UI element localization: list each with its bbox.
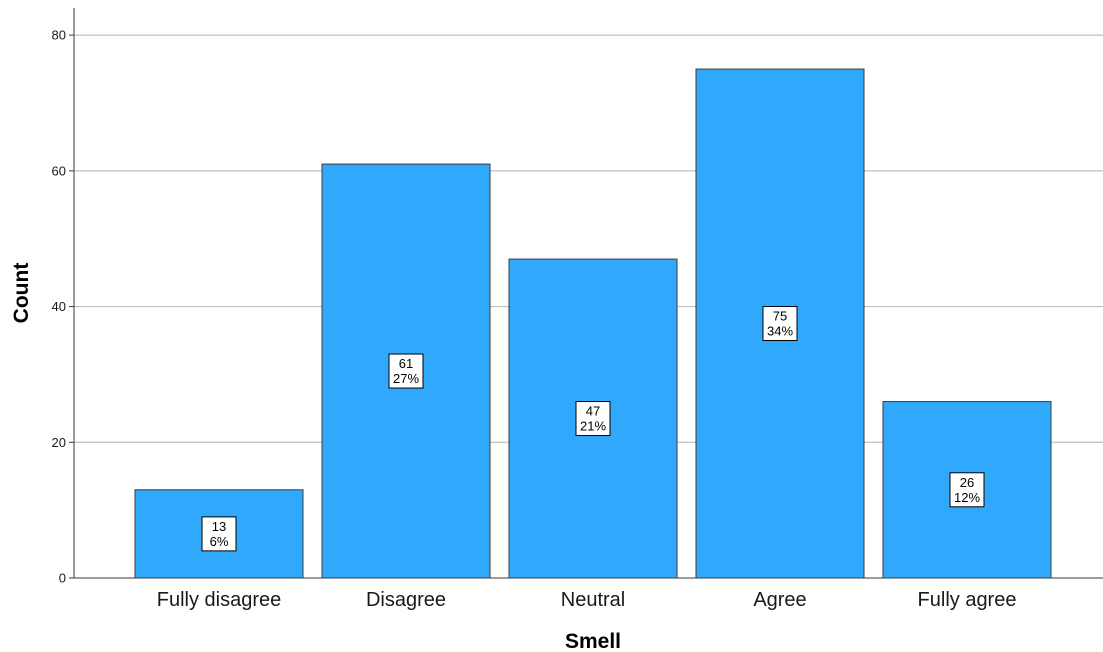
y-tick-label: 40	[52, 299, 66, 314]
data-label-box	[575, 401, 611, 437]
x-tick-label: Agree	[753, 589, 806, 611]
y-tick-labels: 0 20 40 60 80	[52, 28, 74, 586]
y-axis-title: Count	[10, 263, 33, 324]
data-label-count: 26	[960, 475, 974, 490]
x-tick-label: Fully agree	[918, 589, 1017, 611]
y-tick-label: 80	[52, 28, 66, 43]
y-tick-label: 0	[59, 571, 66, 586]
x-tick-labels: Fully disagree Disagree Neutral Agree Fully …	[157, 589, 1017, 611]
data-label-percent: 6%	[210, 534, 229, 549]
data-label-box	[762, 306, 798, 342]
y-tick-label: 20	[52, 435, 66, 450]
axes	[73, 8, 1103, 579]
data-label-count: 47	[586, 404, 600, 419]
data-label-percent: 12%	[954, 490, 980, 505]
y-tick-label: 60	[52, 163, 66, 178]
x-axis-title: Smell	[565, 630, 621, 652]
data-label-count: 61	[399, 356, 413, 371]
data-label-box	[201, 516, 237, 552]
x-tick-label: Fully disagree	[157, 589, 282, 611]
data-label-percent: 27%	[393, 371, 419, 386]
data-label-percent: 34%	[767, 324, 793, 339]
data-label-percent: 21%	[580, 419, 606, 434]
bars	[134, 68, 1052, 579]
x-tick-label: Disagree	[366, 589, 446, 611]
data-label-count: 75	[773, 309, 787, 324]
x-tick-label: Neutral	[561, 589, 625, 611]
data-label-count: 13	[212, 519, 226, 534]
data-label-box	[388, 353, 424, 389]
data-label-box	[949, 472, 985, 508]
